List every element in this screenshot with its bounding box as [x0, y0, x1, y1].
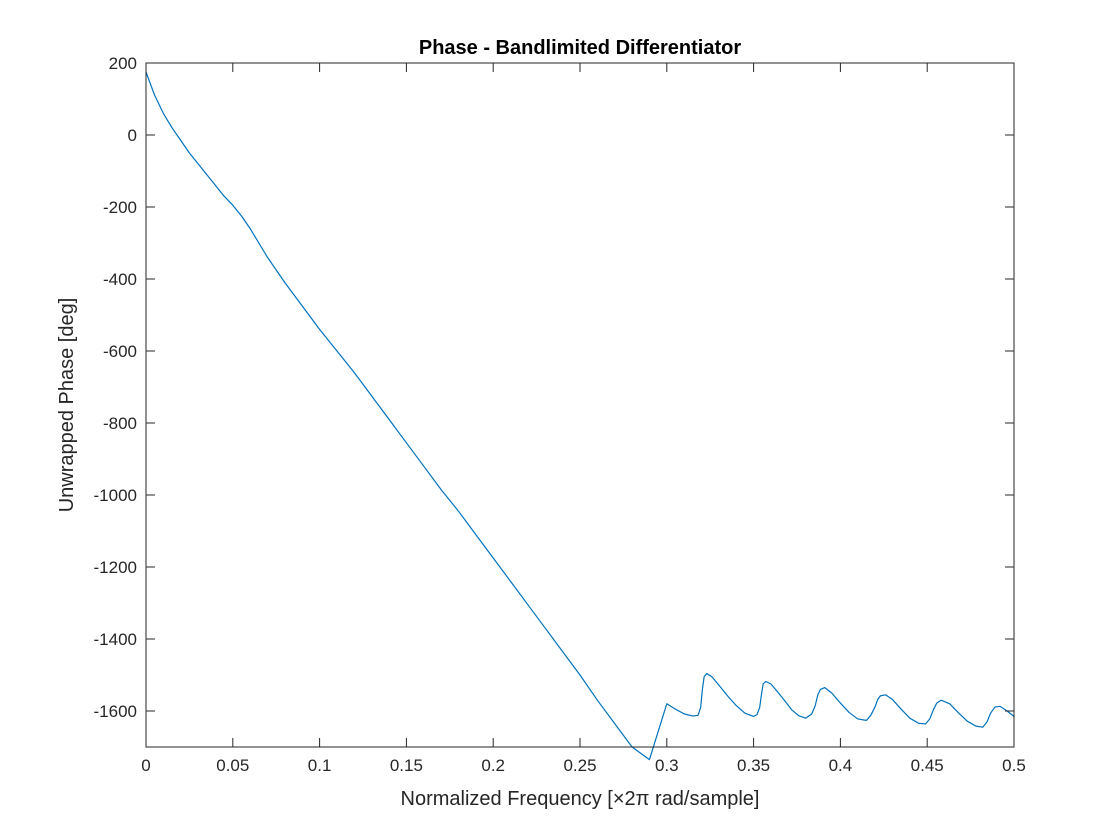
y-tick-label: -1400: [94, 630, 137, 649]
x-tick-label: 0.05: [216, 756, 249, 775]
y-tick-label: 200: [109, 54, 137, 73]
x-tick-label: 0.5: [1002, 756, 1026, 775]
x-tick-label: 0.25: [563, 756, 596, 775]
ticks-layer: 0 0.05 0.1 0.15 0.2 0.25 0.3 0.35 0.4 0.45 0.5 200 0…: [94, 54, 1026, 775]
series-layer: [145, 71, 1015, 761]
x-tick-label: 0.15: [390, 756, 423, 775]
y-axis-label: Unwrapped Phase [deg]: [56, 298, 78, 513]
y-tick-label: 0: [128, 126, 137, 145]
x-tick-label: 0.2: [481, 756, 505, 775]
y-tick-label: -400: [103, 270, 137, 289]
x-axis-label: Normalized Frequency [×2π rad/sample]: [401, 788, 760, 810]
y-tick-label: -600: [103, 342, 137, 361]
x-tick-label: 0.4: [829, 756, 853, 775]
y-tick-label: -1000: [94, 486, 137, 505]
y-tick-label: -200: [103, 198, 137, 217]
x-tick-label: 0.45: [911, 756, 944, 775]
axes-box: [145, 62, 1015, 748]
plot-area: [146, 63, 1014, 747]
y-tick-label: -1600: [94, 702, 137, 721]
x-tick-label: 0.3: [655, 756, 679, 775]
phase-series-line: [145, 71, 1015, 761]
y-tick-label: -800: [103, 414, 137, 433]
x-tick-label: 0.35: [737, 756, 770, 775]
chart-title: Phase - Bandlimited Differentiator: [419, 37, 741, 59]
x-tick-label: 0.1: [308, 756, 332, 775]
y-tick-label: -1200: [94, 558, 137, 577]
x-tick-label: 0: [141, 756, 150, 775]
